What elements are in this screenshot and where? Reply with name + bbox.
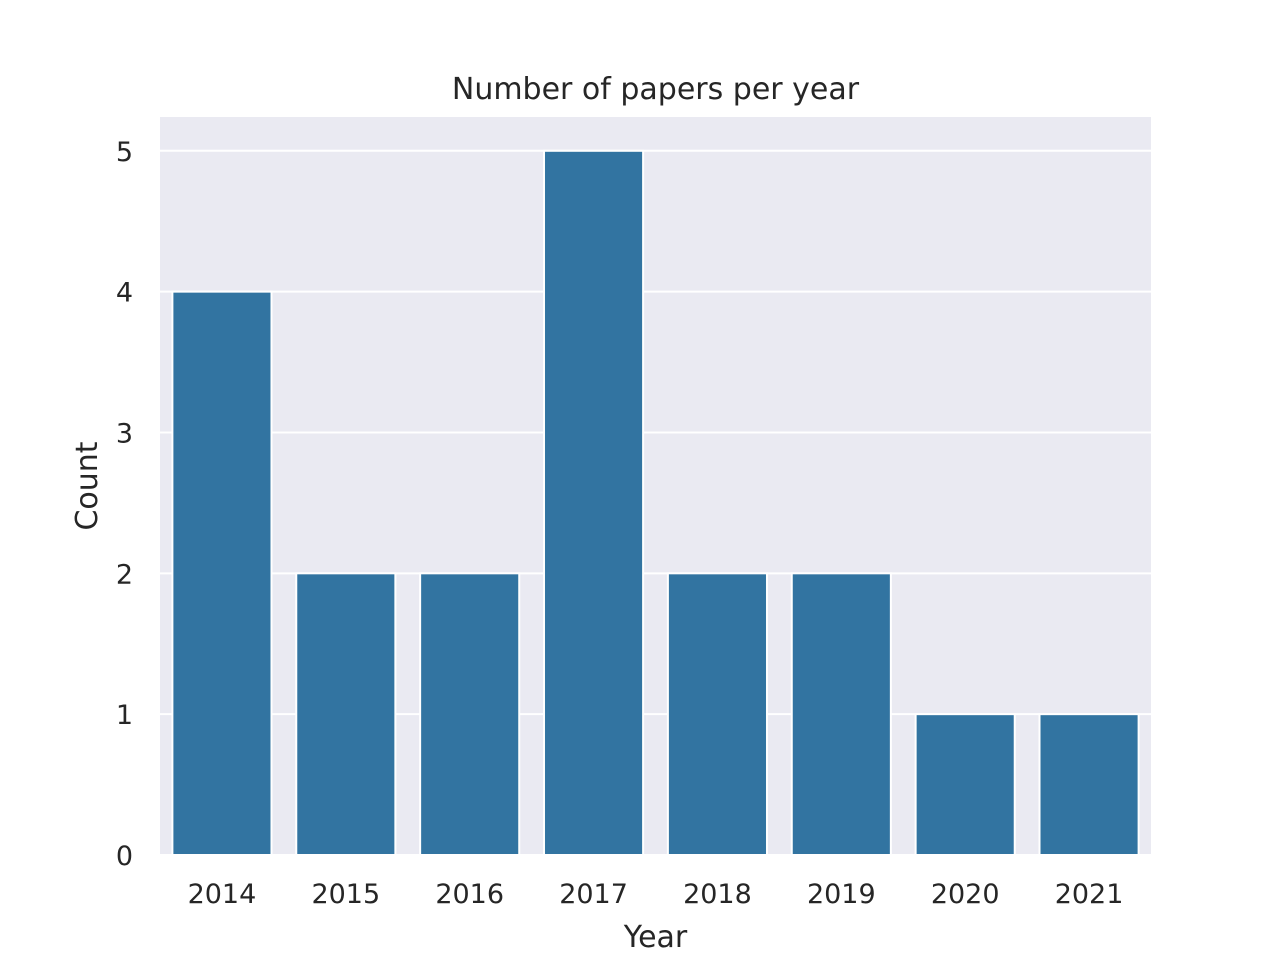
x-tick-label: 2016 <box>435 879 504 910</box>
x-tick-label: 2021 <box>1055 879 1124 910</box>
bar-2021 <box>1038 713 1140 856</box>
y-tick-label: 4 <box>116 278 133 309</box>
y-tick-label: 2 <box>116 559 133 590</box>
bar-2019 <box>790 572 892 856</box>
bar-2018 <box>666 572 768 856</box>
bar-2016 <box>419 572 521 856</box>
x-tick-label: 2014 <box>188 879 257 910</box>
bar-2017 <box>543 149 645 857</box>
x-tick-label: 2020 <box>931 879 1000 910</box>
bar-2014 <box>171 290 273 856</box>
y-tick-label: 5 <box>116 137 133 168</box>
x-tick-label: 2017 <box>559 879 628 910</box>
y-axis-label: Count <box>70 441 105 530</box>
bars <box>171 149 1140 857</box>
y-tick-label: 0 <box>116 841 133 872</box>
x-tick-label: 2018 <box>683 879 752 910</box>
y-tick-label: 3 <box>116 418 133 449</box>
y-tick-label: 1 <box>116 700 133 731</box>
x-axis-label: Year <box>623 920 688 955</box>
chart-title: Number of papers per year <box>452 72 860 107</box>
y-axis-ticks: 0 1 2 3 4 5 <box>116 137 133 872</box>
x-tick-label: 2015 <box>311 879 380 910</box>
bar-2020 <box>914 713 1016 856</box>
bar-2015 <box>295 572 397 856</box>
x-tick-label: 2019 <box>807 879 876 910</box>
x-axis-ticks: 2014 2015 2016 2017 2018 2019 2020 2021 <box>188 879 1124 910</box>
